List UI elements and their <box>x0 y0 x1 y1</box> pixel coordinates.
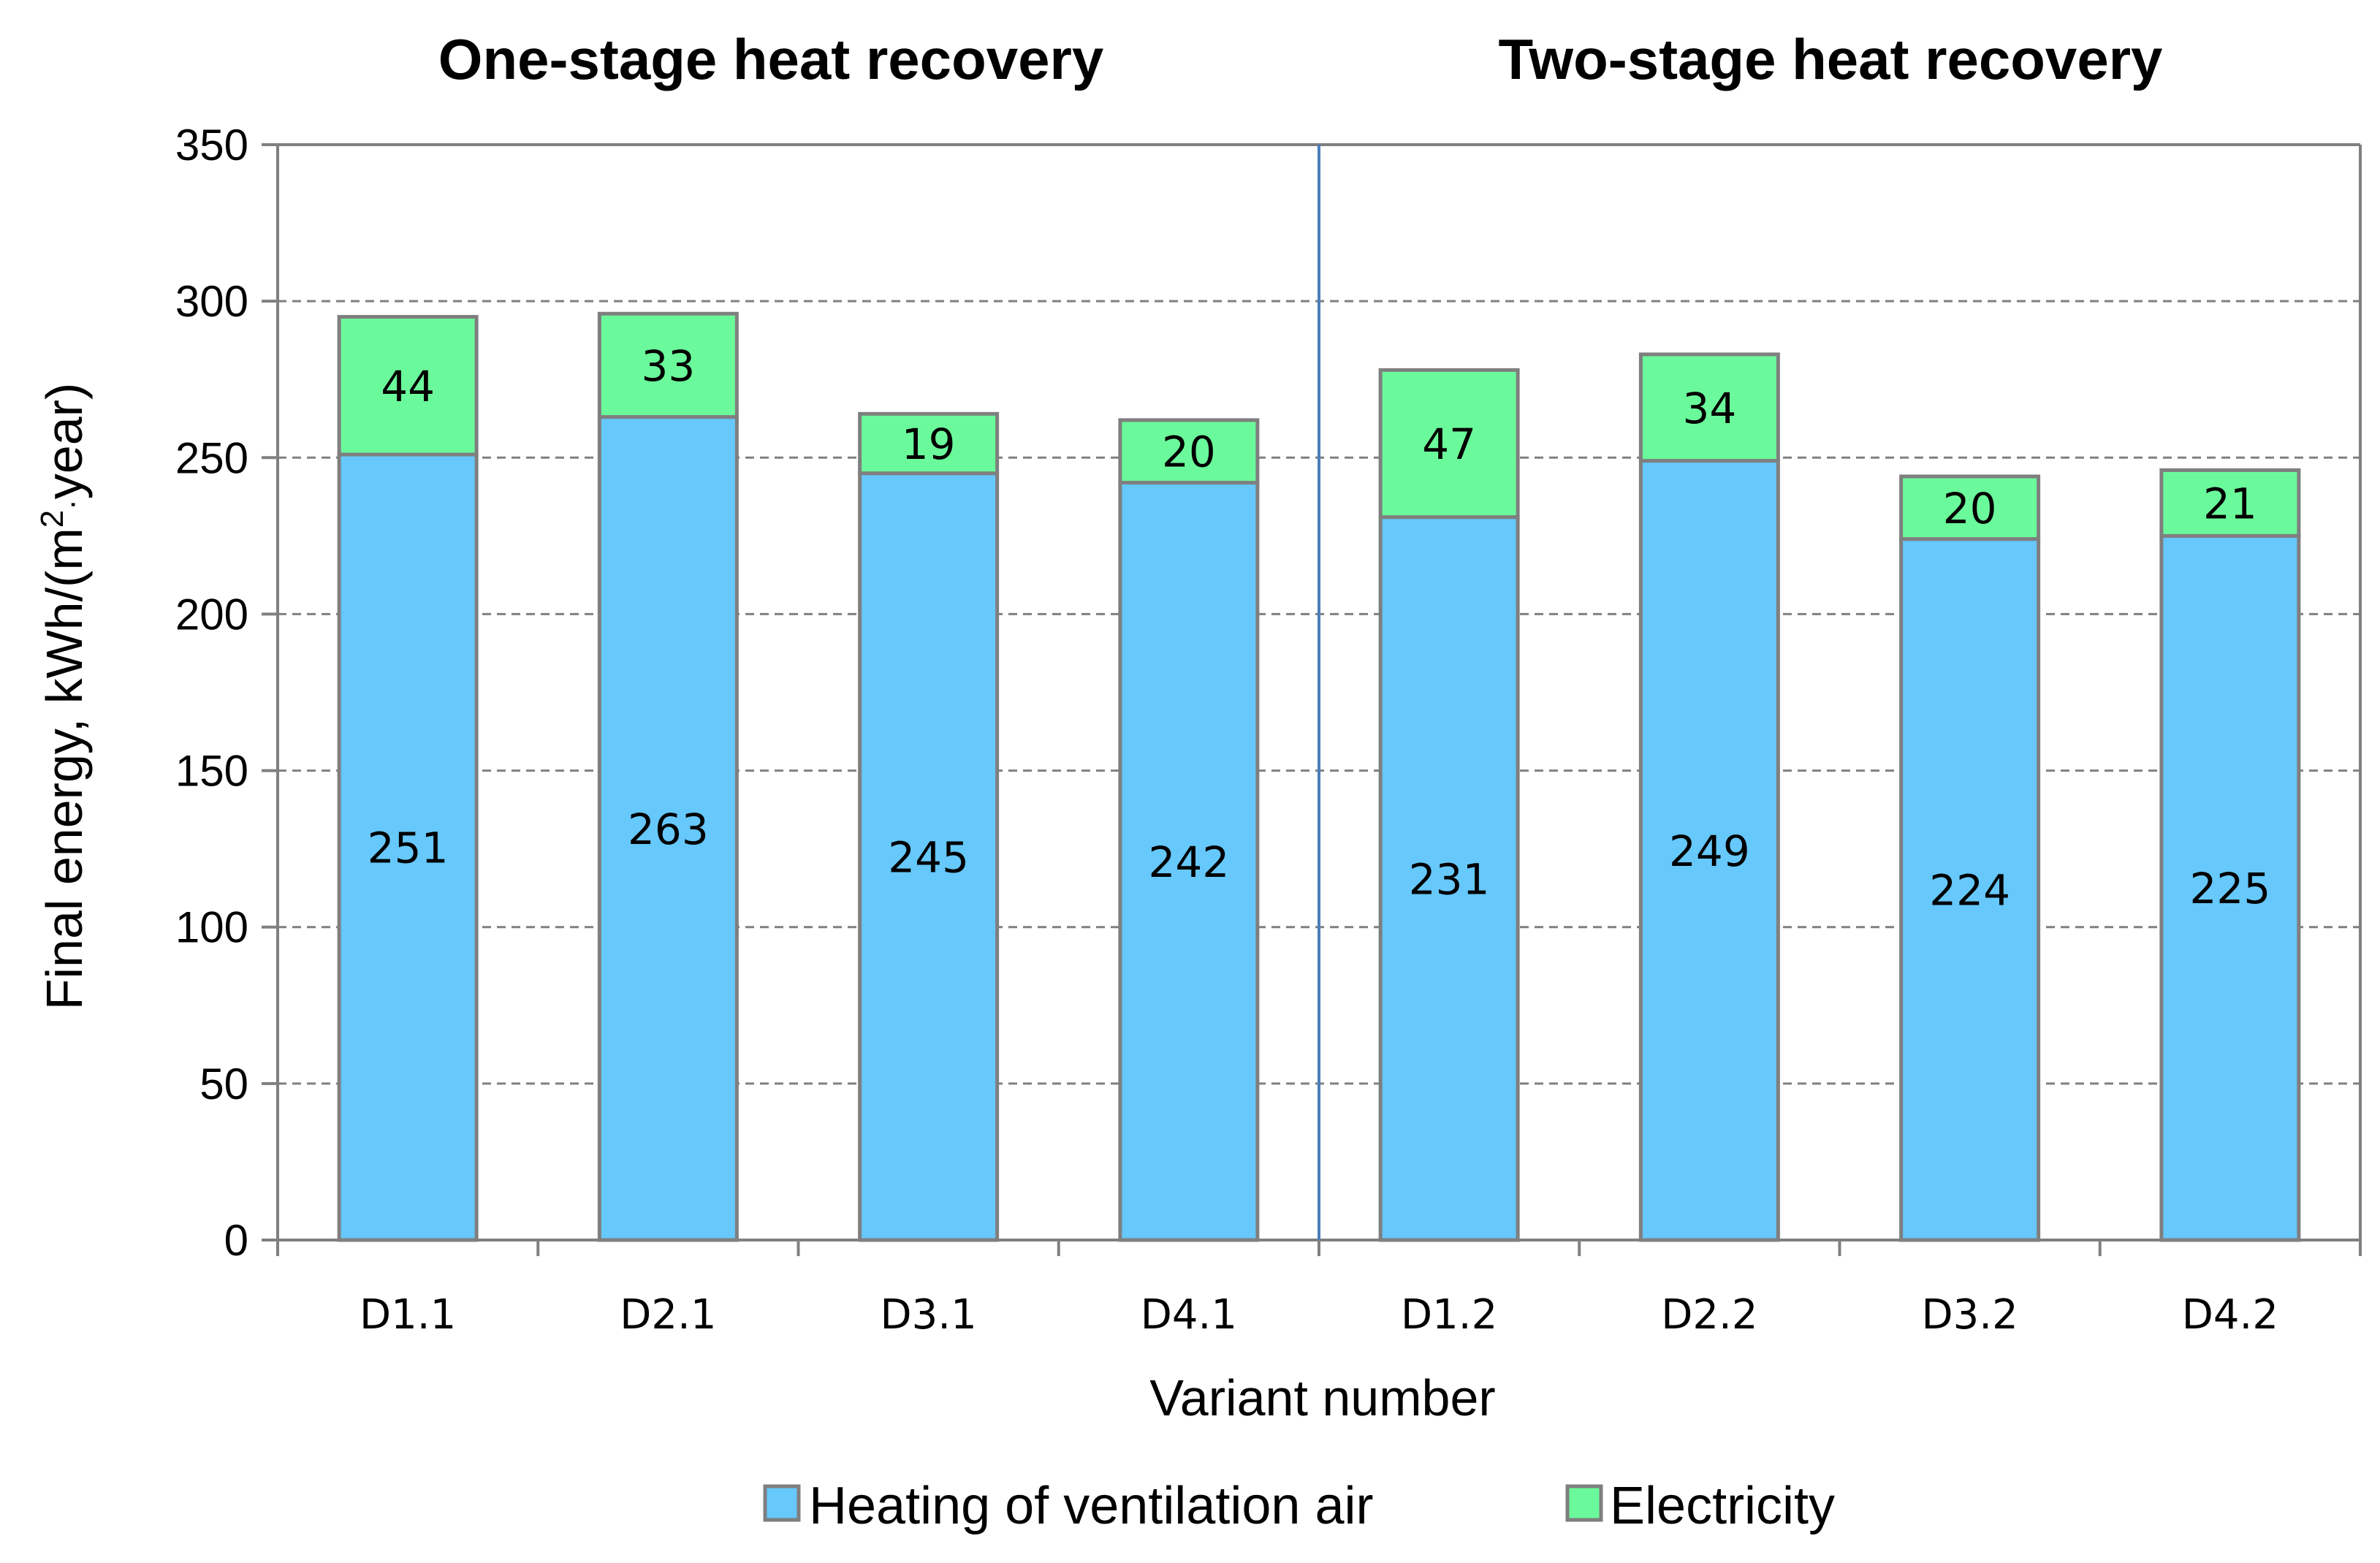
x-tick-label-D4.2: D4.2 <box>2182 1291 2278 1339</box>
y-tick-label-250: 250 <box>175 433 248 482</box>
data-label-D2.1-heating: 263 <box>628 805 709 854</box>
bar-D2.2-heating <box>1638 459 1780 1242</box>
y-tick-label-200: 200 <box>175 590 248 639</box>
data-label-D1.2-electricity: 47 <box>1422 419 1476 469</box>
bar-D1.1-heating <box>337 452 479 1242</box>
data-label-D3.1-heating: 245 <box>888 832 969 882</box>
bar-D3.2-electricity <box>1899 474 2041 541</box>
y-axis-title: Final energy, kWh/(m2·year) <box>34 383 93 1011</box>
data-label-D4.1-electricity: 20 <box>1162 427 1216 477</box>
data-label-D3.2-electricity: 20 <box>1943 484 1997 533</box>
bar-D1.1-electricity <box>337 315 479 457</box>
y-tick-label-150: 150 <box>175 747 248 796</box>
x-tick-label-D1.2: D1.2 <box>1401 1291 1497 1339</box>
bar-D4.1-heating <box>1118 481 1260 1242</box>
bar-D3.2-heating <box>1899 537 2041 1242</box>
bar-D2.2-electricity <box>1638 352 1780 463</box>
labels: 0 50 100 150 200 250 300 350 251 44 D1.1 263 33 D2.1 2… <box>175 121 2278 1339</box>
axes <box>262 143 2362 1256</box>
x-tick-label-D3.2: D3.2 <box>1922 1291 2018 1339</box>
bar-D3.1-electricity <box>858 411 1000 476</box>
bar-D2.1-heating <box>597 415 739 1242</box>
y-tick-label-350: 350 <box>175 121 248 170</box>
data-label-D4.1-heating: 242 <box>1149 837 1230 887</box>
x-tick-label-D2.1: D2.1 <box>620 1291 716 1339</box>
x-tick-label-D4.1: D4.1 <box>1141 1291 1237 1339</box>
legend-label-electricity: Electricity <box>1610 1477 1835 1535</box>
group-title-one-stage: One-stage heat recovery <box>438 27 1103 91</box>
x-tick-label-D1.1: D1.1 <box>360 1291 456 1339</box>
y-axis-title-dot: · <box>53 499 89 510</box>
data-label-D4.2-electricity: 21 <box>2203 479 2257 528</box>
data-label-D1.2-heating: 231 <box>1409 854 1490 904</box>
data-label-D3.2-heating: 224 <box>1929 865 2010 915</box>
legend-swatch-heating <box>763 1484 801 1522</box>
x-axis-title: Variant number <box>1149 1369 1495 1426</box>
legend-label-heating: Heating of ventilation air <box>809 1477 1373 1535</box>
y-tick-label-0: 0 <box>224 1216 248 1265</box>
bar-D2.1-electricity <box>597 311 739 419</box>
bar-D4.2-heating <box>2159 533 2301 1242</box>
bar-D3.1-heating <box>858 471 1000 1242</box>
data-label-D2.1-electricity: 33 <box>641 341 695 391</box>
y-tick-label-50: 50 <box>199 1060 248 1108</box>
legend-swatch-electricity <box>1565 1484 1603 1522</box>
y-tick-label-300: 300 <box>175 277 248 326</box>
bar-D1.2-electricity <box>1378 368 1520 520</box>
group-title-two-stage: Two-stage heat recovery <box>1499 27 2163 91</box>
data-label-D1.1-heating: 251 <box>368 824 449 873</box>
bar-D4.1-electricity <box>1118 418 1260 485</box>
y-axis-title-superscript: 2 <box>34 510 70 528</box>
data-label-D2.2-heating: 249 <box>1669 826 1750 876</box>
y-axis-title-suffix: year) <box>36 383 93 499</box>
x-tick-label-D3.1: D3.1 <box>881 1291 977 1339</box>
data-label-D2.2-electricity: 34 <box>1682 384 1736 433</box>
legend: Heating of ventilation air Electricity <box>763 1477 1835 1535</box>
y-tick-label-100: 100 <box>175 903 248 952</box>
x-tick-label-D2.2: D2.2 <box>1661 1291 1757 1339</box>
data-label-D4.2-heating: 225 <box>2190 864 2271 913</box>
bars <box>337 311 2301 1242</box>
bar-D4.2-electricity <box>2159 468 2301 538</box>
y-axis-title-prefix: Final energy, kWh/(m <box>36 528 93 1010</box>
data-label-D1.1-electricity: 44 <box>381 362 435 411</box>
data-label-D3.1-electricity: 19 <box>902 419 956 469</box>
